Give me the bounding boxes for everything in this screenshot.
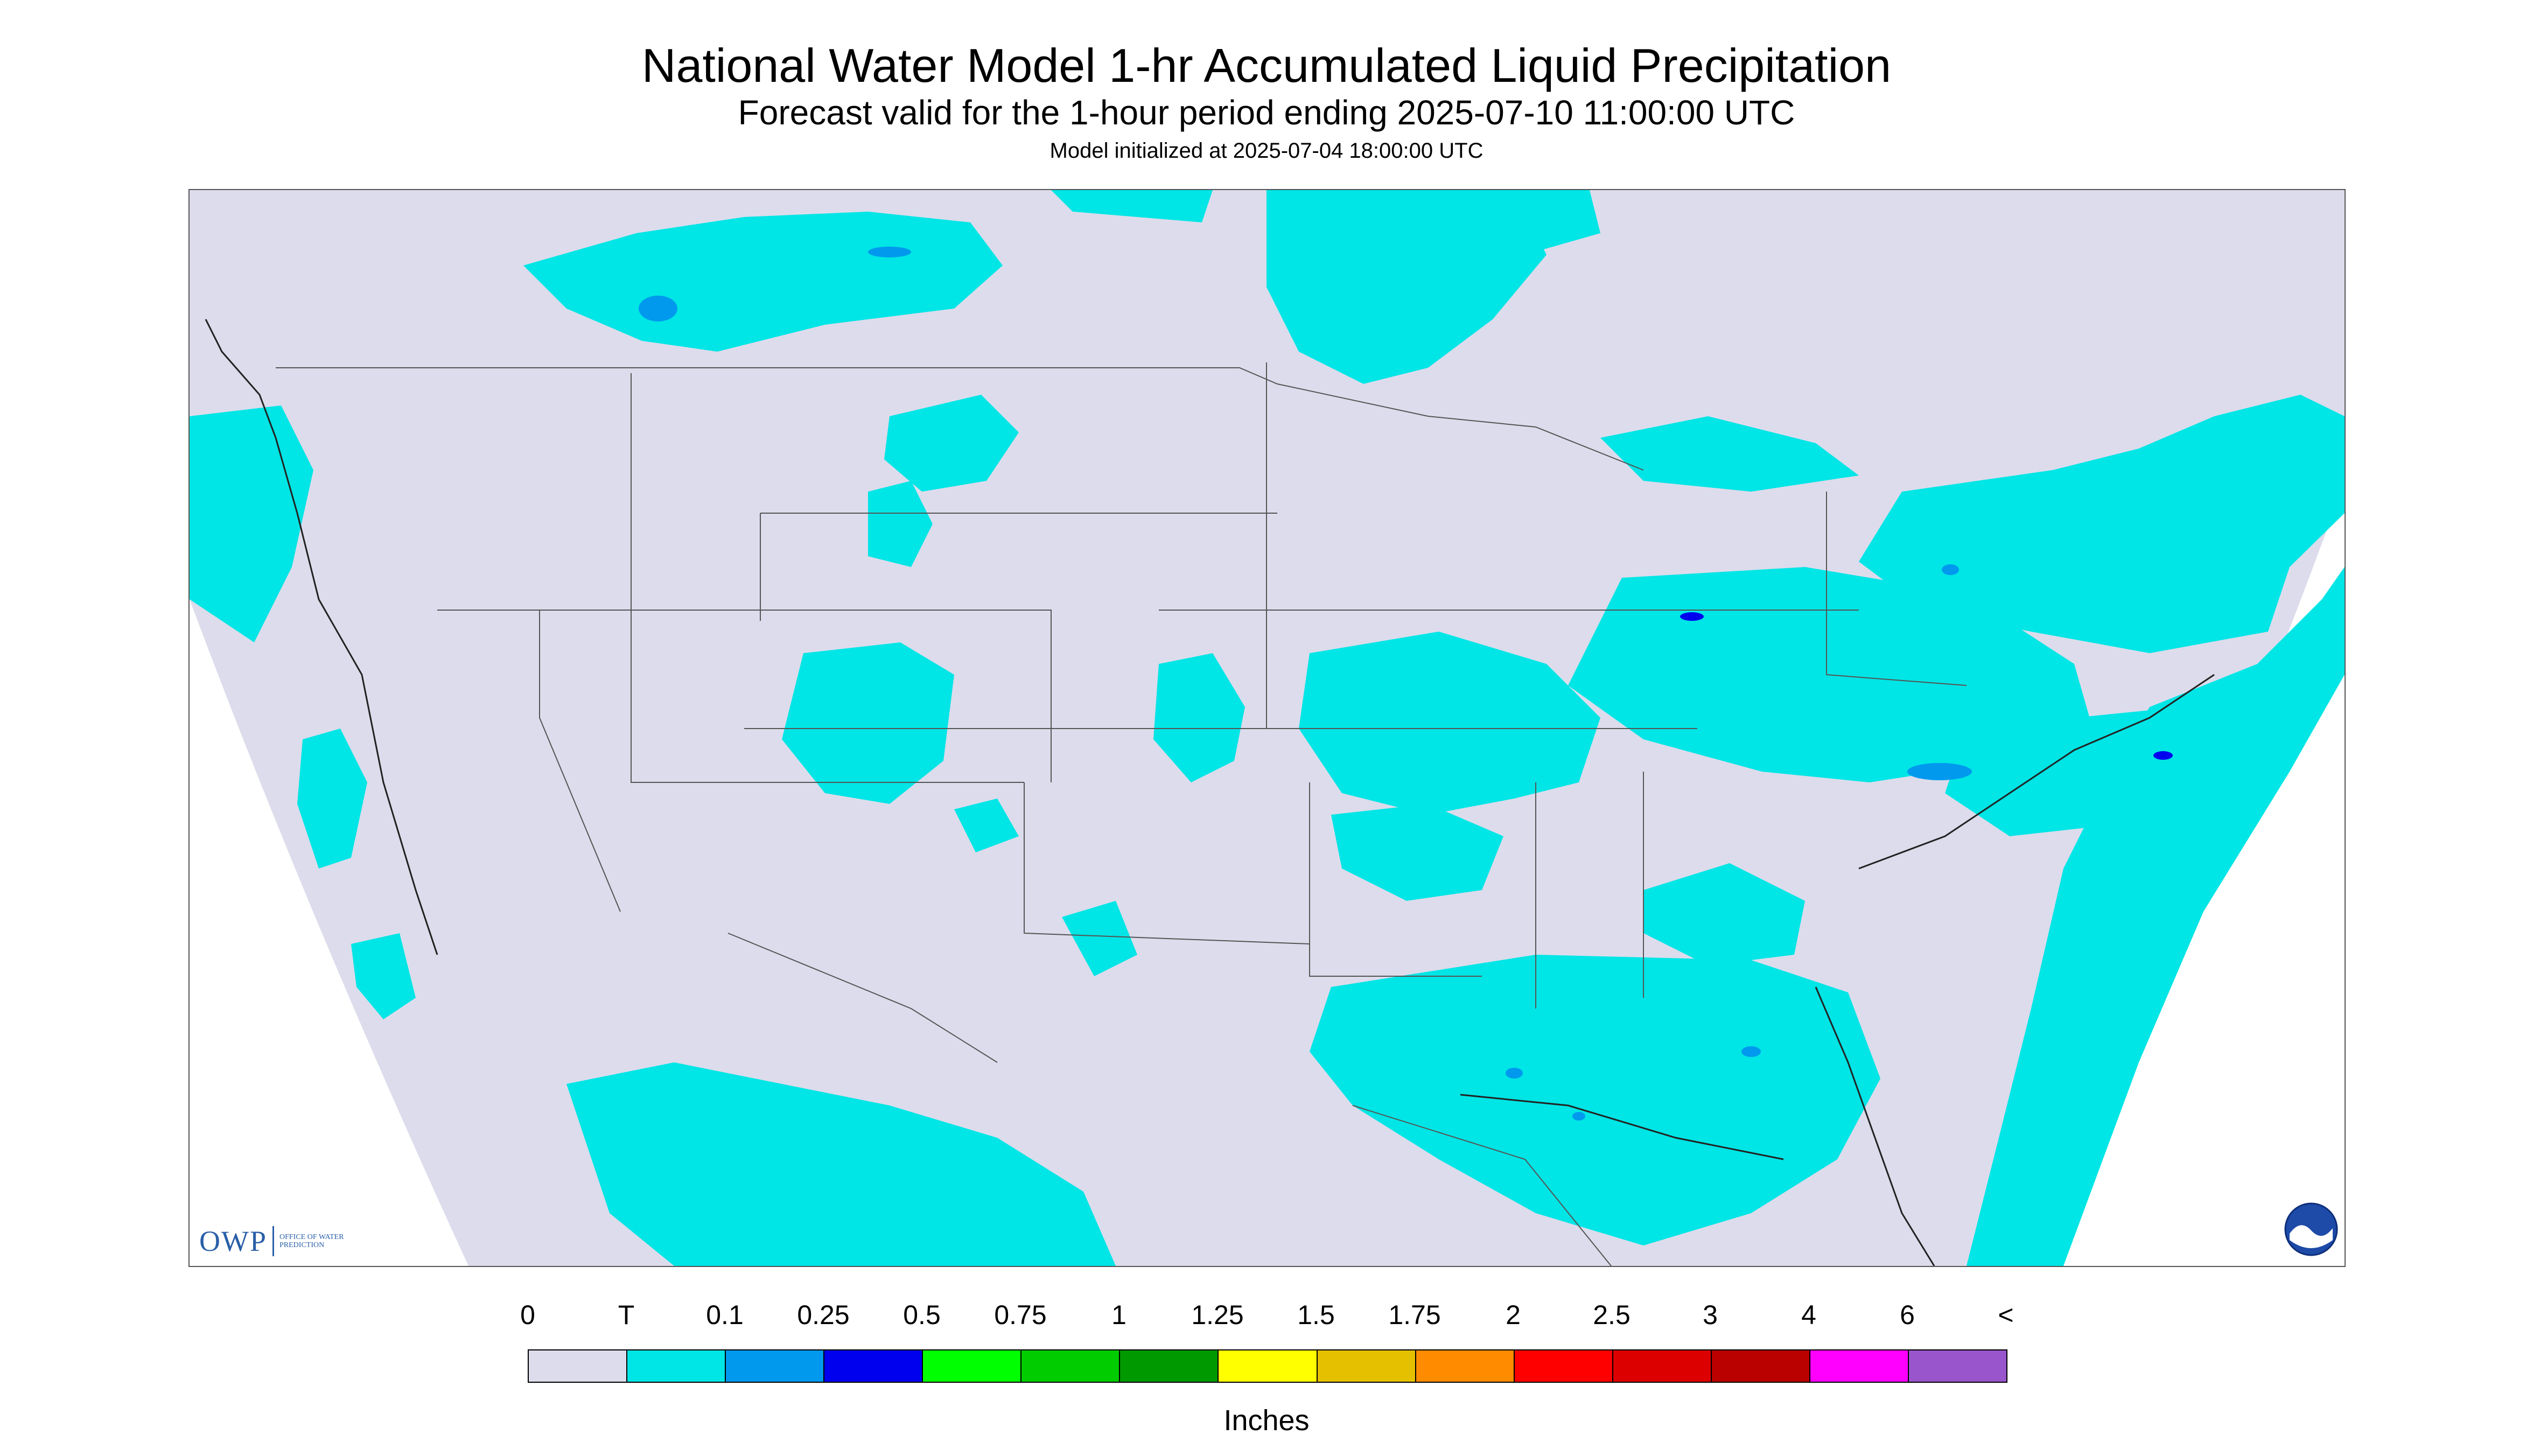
legend-label: T	[618, 1300, 635, 1330]
noaa-logo	[2284, 1202, 2338, 1256]
legend-color-box	[1219, 1350, 1318, 1382]
map-canvas	[190, 190, 2345, 1266]
legend-color-box	[627, 1350, 726, 1382]
precipitation-map: OWP OFFICE OF WATER PREDICTION	[188, 189, 2346, 1267]
legend-label: 1	[1111, 1300, 1126, 1330]
legend-color-box	[1120, 1350, 1219, 1382]
light-precip-spots	[639, 247, 1972, 1121]
legend-color-box	[1908, 1350, 2006, 1382]
legend-label: 2.5	[1593, 1300, 1631, 1330]
legend-label: 1.25	[1191, 1300, 1244, 1330]
legend-label: 1.5	[1297, 1300, 1335, 1330]
forecast-valid-subtitle: Forecast valid for the 1-hour period end…	[738, 93, 1795, 132]
legend-color-box	[529, 1350, 628, 1382]
owp-logo-divider	[272, 1226, 274, 1256]
moderate-precip-spots	[1680, 612, 2173, 760]
legend-label: 0.75	[994, 1300, 1047, 1330]
legend-units: Inches	[1223, 1404, 1310, 1437]
state-boundaries	[276, 362, 1967, 1266]
legend-label: 0.5	[903, 1300, 941, 1330]
legend-label: <	[1998, 1300, 2014, 1330]
legend-color-box	[1810, 1350, 1909, 1382]
legend-label: 0	[520, 1300, 535, 1330]
legend-color-box	[726, 1350, 825, 1382]
legend-label: 4	[1801, 1300, 1816, 1330]
legend-label: 3	[1703, 1300, 1718, 1330]
model-init-note: Model initialized at 2025-07-04 18:00:00…	[1049, 139, 1484, 163]
legend-color-box	[1613, 1350, 1712, 1382]
owp-logo-text: OFFICE OF WATER PREDICTION	[279, 1233, 344, 1249]
legend-label: 6	[1900, 1300, 1915, 1330]
legend-label: 0.1	[706, 1300, 744, 1330]
legend-color-box	[1416, 1350, 1515, 1382]
coastlines	[205, 319, 2215, 1266]
legend-color-box	[1711, 1350, 1810, 1382]
legend-color-box	[824, 1350, 923, 1382]
legend-color-box	[1317, 1350, 1416, 1382]
legend-labels: 0 T 0.1 0.25 0.5 0.75 1 1.25 1.5 1.75 2 …	[0, 1299, 2533, 1336]
legend-color-box	[923, 1350, 1022, 1382]
legend-label: 1.75	[1388, 1300, 1441, 1330]
legend-label: 0.25	[797, 1300, 850, 1330]
legend-color-bar	[528, 1349, 2007, 1383]
owp-logo: OWP OFFICE OF WATER PREDICTION	[199, 1225, 355, 1257]
legend-color-box	[1514, 1350, 1613, 1382]
trace-precip-areas	[190, 190, 2345, 1266]
legend-color-box	[1021, 1350, 1121, 1382]
owp-logo-mark: OWP	[199, 1225, 267, 1257]
legend-label: 2	[1506, 1300, 1521, 1330]
map-title: National Water Model 1-hr Accumulated Li…	[641, 39, 1892, 92]
